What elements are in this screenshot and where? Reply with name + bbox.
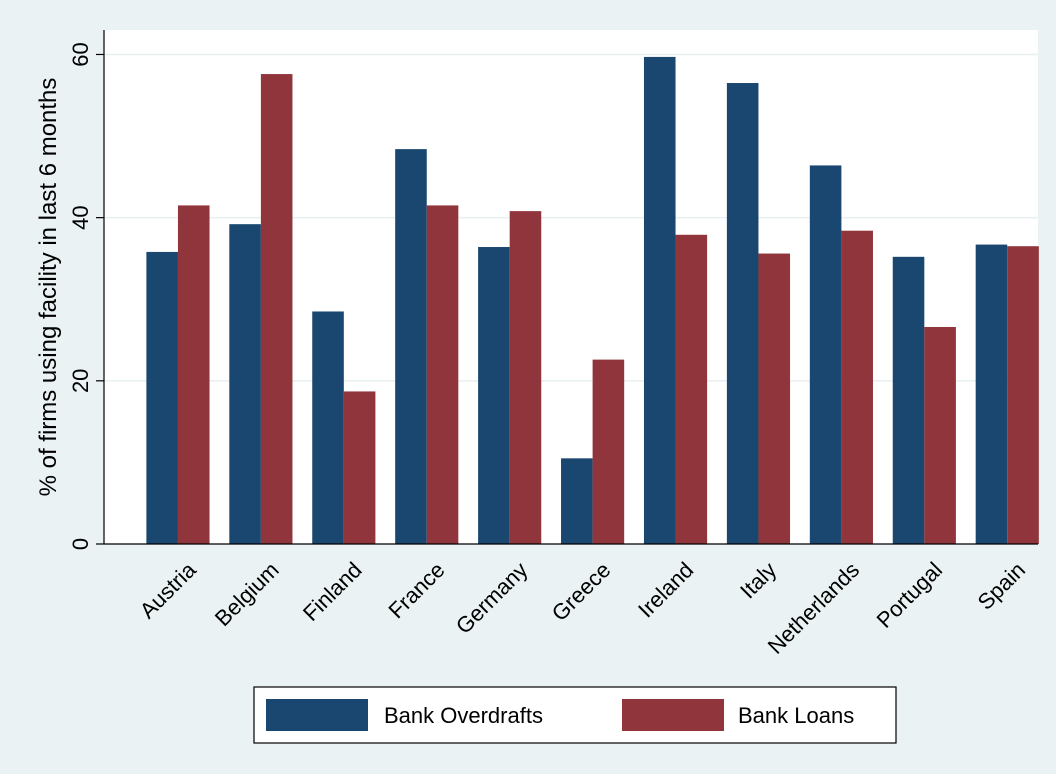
bar-overdrafts-ireland xyxy=(643,56,676,545)
bar-loans-greece xyxy=(592,359,625,544)
bar-loans-germany xyxy=(509,211,542,544)
bar-overdrafts-spain xyxy=(975,244,1008,545)
legend-swatch xyxy=(622,699,724,731)
x-tick-label: Ireland xyxy=(633,557,698,622)
x-tick-label: Portugal xyxy=(872,557,948,633)
bar-loans-ireland xyxy=(675,234,708,545)
bar-loans-austria xyxy=(177,205,210,544)
legend-swatch xyxy=(266,699,368,731)
x-axis: Austria Belgium Finland France Germany Greece… xyxy=(104,543,1038,659)
bar-loans-spain xyxy=(1007,246,1039,544)
bar-loans-netherlands xyxy=(841,230,873,544)
y-tick-label: 60 xyxy=(68,42,93,66)
y-tick-label: 0 xyxy=(68,538,93,550)
x-tick-label: Spain xyxy=(973,557,1030,614)
x-tick-label: Finland xyxy=(298,557,367,626)
bar-loans-finland xyxy=(343,391,376,544)
x-tick-label: Germany xyxy=(451,557,533,639)
bar-loans-france xyxy=(426,205,459,544)
bar-overdrafts-austria xyxy=(146,251,178,544)
y-tick-label: 40 xyxy=(68,205,93,229)
bar-overdrafts-finland xyxy=(312,311,344,544)
bar-overdrafts-belgium xyxy=(229,224,261,544)
bar-loans-italy xyxy=(758,253,791,545)
bar-overdrafts-greece xyxy=(561,458,593,544)
legend-label: Bank Loans xyxy=(738,703,854,728)
bar-loans-belgium xyxy=(260,74,293,545)
bar-overdrafts-france xyxy=(395,149,427,544)
y-axis: 0 20 40 60 xyxy=(68,30,105,550)
legend: Bank Overdrafts Bank Loans xyxy=(253,686,897,744)
x-tick-label: Greece xyxy=(547,557,616,626)
y-tick-label: 20 xyxy=(68,369,93,393)
bar-loans-portugal xyxy=(924,326,956,544)
bars xyxy=(146,56,1039,545)
x-tick-label: Belgium xyxy=(210,557,284,631)
legend-label: Bank Overdrafts xyxy=(384,703,543,728)
bar-overdrafts-portugal xyxy=(892,256,925,544)
bar-overdrafts-germany xyxy=(478,247,510,544)
x-tick-label: France xyxy=(383,557,449,623)
bar-overdrafts-italy xyxy=(726,83,759,545)
x-tick-label: Italy xyxy=(735,557,781,603)
x-tick-label: Austria xyxy=(135,557,202,624)
y-axis-label: % of firms using facility in last 6 mont… xyxy=(35,78,62,497)
bar-overdrafts-netherlands xyxy=(809,165,842,544)
